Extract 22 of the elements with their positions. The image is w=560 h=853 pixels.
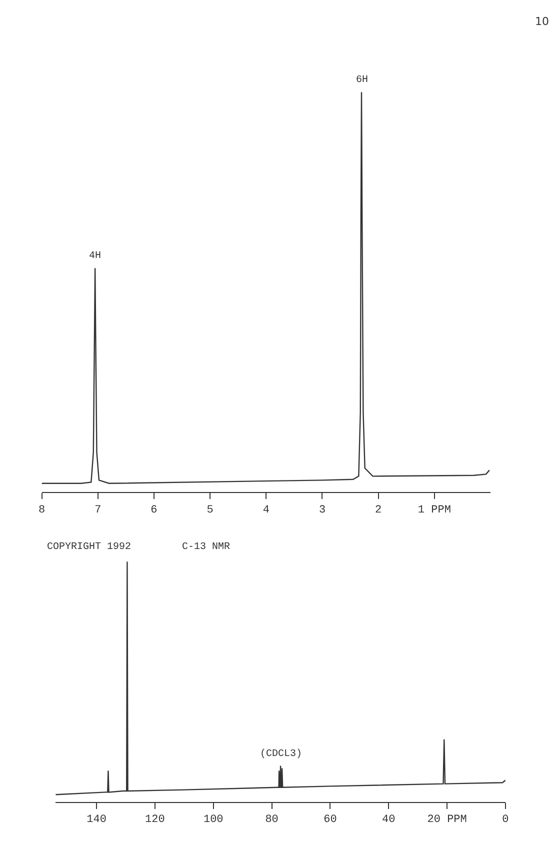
annotation: 4H [89,251,102,262]
x-tick-label: 8 [38,504,46,516]
x-tick-label: 7 [94,504,102,516]
x-tick-label: 4 [262,504,270,516]
annotation: 6H [356,75,368,86]
x-tick-label: 6 [150,504,158,516]
x-tick-label: 140 [86,814,106,826]
x-tick-label: 0 [502,814,509,826]
x-tick-label: 2 [375,504,382,516]
x-tick-label: 80 [265,814,278,826]
annotation: (CDCL3) [260,748,302,760]
x-tick-label: 40 [382,814,396,826]
x-tick-label: 120 [145,814,165,826]
x-tick-label: 60 [324,814,337,826]
x-tick-label: 3 [318,504,326,516]
x-tick-label: 1 PPM [418,504,451,516]
chart-title: C-13 NMR [182,542,230,553]
text: 10 [535,15,549,28]
x-tick-label: 20 PPM [427,814,467,826]
x-tick-label: 5 [206,504,214,516]
x-tick-label: 100 [203,814,224,826]
text: COPYRIGHT 1992 [47,542,132,553]
